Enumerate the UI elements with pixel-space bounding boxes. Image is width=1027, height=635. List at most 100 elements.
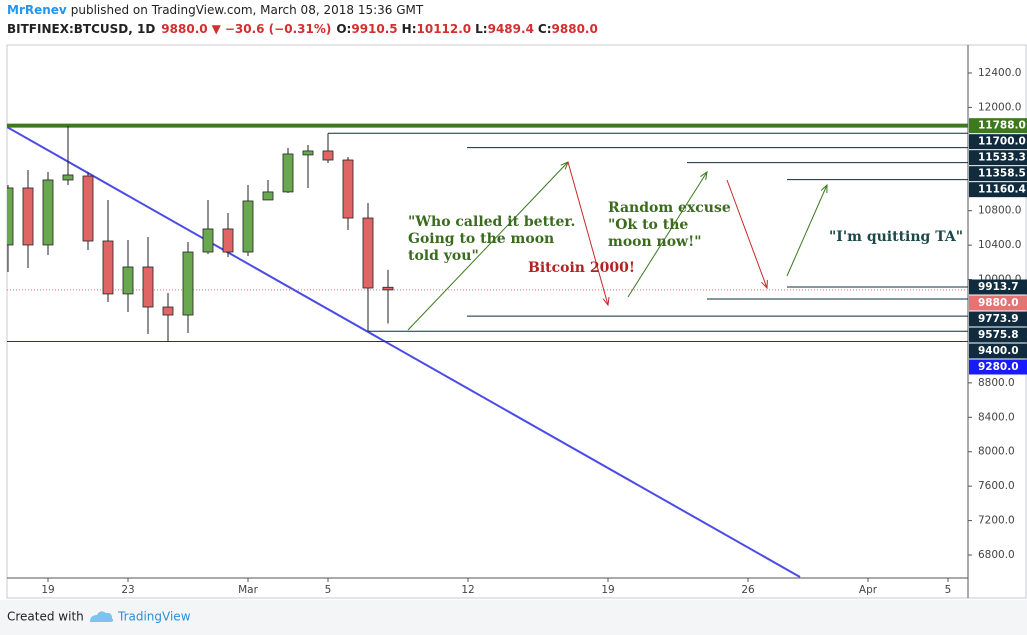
x-tick-label: 5 <box>325 584 332 596</box>
logo <box>90 611 114 622</box>
level-label-box <box>969 279 1027 295</box>
x-tick-label: 12 <box>461 584 474 596</box>
h-key: H: <box>402 22 417 36</box>
y-tick-label: 10800.0 <box>978 205 1021 217</box>
arrow: ▼ <box>212 22 222 36</box>
candle-body <box>342 159 354 219</box>
candle-body <box>42 179 54 246</box>
footer-bar <box>0 600 1027 635</box>
y-tick-label: 7200.0 <box>978 515 1015 527</box>
annotation: "Ok to the <box>608 217 688 233</box>
candle-body <box>82 175 94 242</box>
l: 9489.4 <box>488 22 534 36</box>
level-label-box <box>969 182 1027 198</box>
level-label-box <box>969 343 1027 359</box>
level-label-box <box>969 359 1027 375</box>
x-tick-label: 26 <box>741 584 755 596</box>
axes: 6800.07200.07600.08000.08400.08800.01000… <box>41 67 1027 596</box>
level-label: 11160.4 <box>978 184 1026 196</box>
arrow-head <box>602 297 610 307</box>
level-label: 11700.0 <box>978 136 1026 148</box>
level-label: 9880.0 <box>978 297 1019 309</box>
arrow <box>786 184 828 277</box>
change: −30.6 (−0.31%) <box>225 22 332 36</box>
level-label: 9575.8 <box>978 329 1019 341</box>
annotation: Going to the moon <box>408 231 554 247</box>
x-tick-label: 23 <box>121 584 134 596</box>
price: 9880.0 <box>161 22 207 36</box>
symbol: BITFINEX:BTCUSD, 1D <box>7 22 155 36</box>
published: published on TradingView.com, March 08, … <box>71 3 424 17</box>
candle-body <box>182 251 194 316</box>
candle-body <box>102 240 114 295</box>
arrow <box>726 179 768 289</box>
footer-created: Created with <box>7 610 84 624</box>
candle-body <box>222 228 234 253</box>
level-label-box <box>969 118 1027 134</box>
level-label: 9400.0 <box>978 345 1019 357</box>
level-label: 9773.9 <box>978 313 1019 325</box>
level-label: 9913.7 <box>978 281 1019 293</box>
x-tick-label: Mar <box>238 584 258 596</box>
candle-body <box>142 266 154 308</box>
annotation: moon now!" <box>608 234 702 250</box>
footer-brand[interactable]: TradingView <box>117 610 191 624</box>
candle-body <box>62 174 74 181</box>
l-key: L: <box>475 22 487 36</box>
candle-body <box>7 187 14 246</box>
c-key: C: <box>538 22 552 36</box>
level-label-box <box>969 166 1027 182</box>
arrow <box>627 171 708 298</box>
candle-body <box>282 153 294 193</box>
candle-body <box>302 150 314 156</box>
level-label: 11533.3 <box>978 152 1026 164</box>
candle-body <box>362 217 374 289</box>
arrow <box>567 161 609 306</box>
candle-body <box>322 150 334 161</box>
candle-body <box>122 266 134 295</box>
y-tick-label: 7600.0 <box>978 480 1015 492</box>
candle-body <box>22 187 34 246</box>
candle-body <box>202 228 214 253</box>
level-label-box <box>969 327 1027 343</box>
c: 9880.0 <box>552 22 598 36</box>
y-tick-label: 8400.0 <box>978 411 1015 423</box>
arrow-head <box>820 183 828 194</box>
plot: "Who called it better.Going to the moont… <box>7 123 968 578</box>
x-tick-label: 19 <box>601 584 614 596</box>
y-tick-label: 10400.0 <box>978 239 1021 251</box>
trendline <box>7 126 801 578</box>
level-label-box <box>969 150 1027 166</box>
level-label-box <box>969 295 1027 311</box>
level-label: 11358.5 <box>978 168 1026 180</box>
y-tick-label: 12400.0 <box>978 67 1021 79</box>
o: 9910.5 <box>351 22 397 36</box>
arrow-head <box>761 279 768 290</box>
annotation: told you" <box>408 248 479 264</box>
level-label-box <box>969 311 1027 327</box>
header-line-1: MrRenev published on TradingView.com, Mar… <box>7 3 424 17</box>
annotation: "Who called it better. <box>408 214 575 230</box>
candle-body <box>242 200 254 253</box>
annotation: Bitcoin 2000! <box>528 260 635 276</box>
o-key: O: <box>336 22 351 36</box>
h: 10112.0 <box>417 22 472 36</box>
level-label-box <box>969 134 1027 150</box>
y-tick-label: 6800.0 <box>978 549 1015 561</box>
arrow-head <box>700 170 708 180</box>
level-label: 11788.0 <box>978 120 1026 132</box>
annotation: "I'm quitting TA" <box>829 229 963 245</box>
x-tick-label: 19 <box>41 584 54 596</box>
level-label: 9280.0 <box>978 361 1019 373</box>
y-tick-label: 8000.0 <box>978 446 1015 458</box>
arrow <box>407 161 569 331</box>
candle-body <box>262 191 274 201</box>
y-tick-label: 12000.0 <box>978 101 1021 113</box>
annotation: Random excuse <box>608 200 731 216</box>
y-tick-label: 8800.0 <box>978 377 1015 389</box>
x-tick-label: Apr <box>859 584 878 596</box>
candle-body <box>162 306 174 316</box>
author[interactable]: MrRenev <box>7 3 67 17</box>
